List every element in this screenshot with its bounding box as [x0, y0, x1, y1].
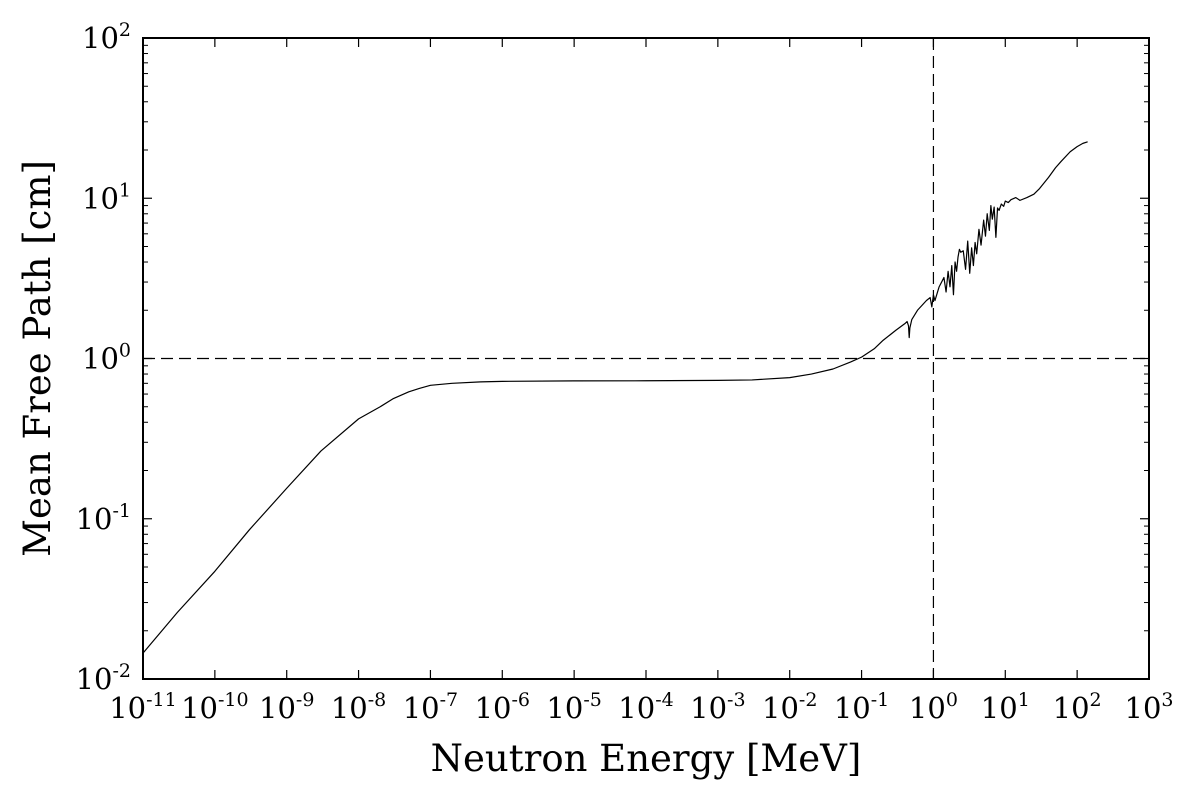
x-tick-label-exponent: 3 — [1161, 689, 1173, 711]
reference-lines — [143, 38, 1149, 679]
y-tick-label: 101 — [82, 179, 131, 215]
y-tick-label: 10-2 — [76, 660, 131, 696]
x-tick-label-base: 10 — [834, 691, 871, 725]
x-tick-label-base: 10 — [181, 691, 218, 725]
y-axis-title: Mean Free Path [cm] — [16, 160, 59, 557]
x-tick-label-base: 10 — [762, 691, 799, 725]
x-tick-label-exponent: -5 — [583, 689, 602, 711]
x-tick-label: 10-2 — [762, 689, 817, 725]
x-tick-label-exponent: -3 — [727, 689, 746, 711]
x-tick-label-exponent: -9 — [296, 689, 315, 711]
x-tick-label: 101 — [981, 689, 1030, 725]
y-tick-label-base: 10 — [82, 21, 119, 55]
x-tick-label-exponent: 0 — [946, 689, 958, 711]
x-tick-label: 102 — [1053, 689, 1102, 725]
x-tick-label-exponent: -8 — [368, 689, 387, 711]
x-tick-label-exponent: 2 — [1090, 689, 1102, 711]
x-tick-label-base: 10 — [259, 691, 296, 725]
y-tick-label-exponent: -1 — [112, 500, 131, 522]
y-tick-label: 102 — [82, 19, 131, 55]
series-line-0 — [142, 141, 1088, 654]
x-tick-label-exponent: -6 — [511, 689, 530, 711]
y-tick-label-exponent: -2 — [112, 660, 131, 682]
x-tick-label-base: 10 — [690, 691, 727, 725]
x-tick-label-exponent: -2 — [799, 689, 818, 711]
x-tick-label-exponent: -4 — [655, 689, 674, 711]
x-tick-label-exponent: -10 — [218, 689, 249, 711]
x-tick-label: 103 — [1125, 689, 1174, 725]
x-tick-label: 100 — [909, 689, 958, 725]
x-tick-label-exponent: -11 — [146, 689, 177, 711]
y-tick-label: 100 — [82, 340, 131, 376]
x-tick-label: 10-8 — [331, 689, 386, 725]
x-tick-label: 10-1 — [834, 689, 889, 725]
y-tick-label-base: 10 — [82, 342, 119, 376]
x-tick-label-base: 10 — [1053, 691, 1090, 725]
y-tick-label-exponent: 2 — [119, 19, 131, 41]
plot-area-frame — [142, 37, 1150, 680]
x-tick-label-base: 10 — [981, 691, 1018, 725]
y-tick-label-base: 10 — [82, 181, 119, 215]
y-tick-label-base: 10 — [76, 662, 113, 696]
x-tick-label: 10-3 — [690, 689, 745, 725]
x-tick-label-base: 10 — [109, 691, 146, 725]
x-tick-label-base: 10 — [475, 691, 512, 725]
y-tick-label-exponent: 1 — [119, 179, 131, 201]
y-tick-label-base: 10 — [76, 502, 113, 536]
x-tick-label: 10-4 — [618, 689, 673, 725]
x-tick-label: 10-7 — [403, 689, 458, 725]
x-tick-label-exponent: -1 — [871, 689, 890, 711]
x-tick-label: 10-11 — [109, 689, 177, 725]
x-tick-label: 10-5 — [546, 689, 601, 725]
x-tick-label: 10-9 — [259, 689, 314, 725]
x-tick-label-base: 10 — [331, 691, 368, 725]
x-tick-label-exponent: -7 — [440, 689, 459, 711]
x-tick-labels: 10-11 10-10 10-9 10-8 10-7 10-6 10-5 10-4 10-3 10… — [109, 689, 1173, 725]
x-tick-label-base: 10 — [546, 691, 583, 725]
x-tick-label-exponent: 1 — [1018, 689, 1030, 711]
y-tick-label: 10-1 — [76, 500, 131, 536]
x-tick-label-base: 10 — [403, 691, 440, 725]
x-axis-title: Neutron Energy [MeV] — [431, 737, 862, 780]
data-series — [142, 141, 1088, 654]
x-tick-label-base: 10 — [1125, 691, 1162, 725]
x-tick-label: 10-6 — [475, 689, 530, 725]
x-tick-label-base: 10 — [909, 691, 946, 725]
x-tick-label-base: 10 — [618, 691, 655, 725]
x-tick-label: 10-10 — [181, 689, 249, 725]
y-tick-label-exponent: 0 — [119, 340, 131, 362]
